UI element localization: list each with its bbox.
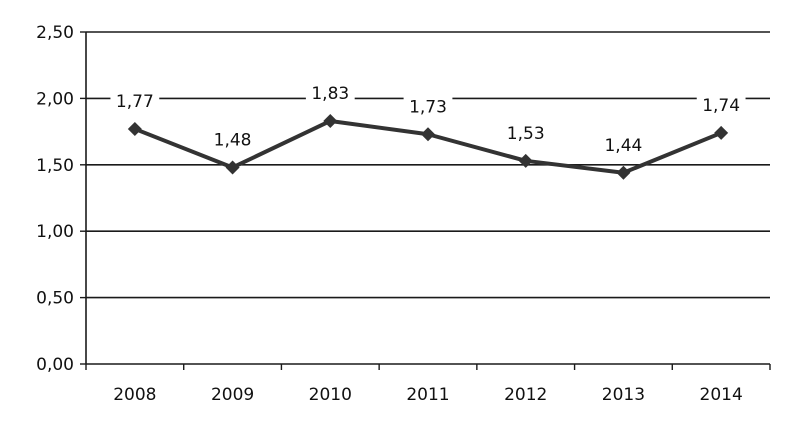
y-axis-ticks: 0,00 0,50 1,00 1,50 2,00 2,50 bbox=[36, 23, 86, 375]
data-point-2009 bbox=[225, 160, 240, 175]
y-tick-label-5: 2,50 bbox=[36, 23, 74, 43]
data-labels: 1,77 1,48 1,83 1,73 1,53 1,44 1,74 bbox=[110, 79, 746, 156]
data-label-bg-2010 bbox=[305, 79, 355, 104]
data-point-2011 bbox=[421, 127, 435, 142]
x-tick-label-2008: 2008 bbox=[113, 385, 156, 405]
axes bbox=[85, 32, 770, 365]
x-tick-label-2014: 2014 bbox=[700, 385, 743, 405]
x-tick-label-2011: 2011 bbox=[406, 385, 449, 405]
data-label-2011: 1,73 bbox=[409, 97, 447, 117]
data-point-2008 bbox=[127, 121, 142, 136]
y-tick-label-4: 2,00 bbox=[36, 89, 74, 109]
data-label-bg-2014 bbox=[696, 91, 746, 116]
x-tick-label-2010: 2010 bbox=[309, 385, 352, 405]
x-tick-label-2012: 2012 bbox=[504, 385, 547, 405]
data-point-2012 bbox=[518, 153, 533, 168]
data-label-bg-2008 bbox=[110, 87, 160, 112]
x-tick-label-2009: 2009 bbox=[211, 385, 254, 405]
data-point-2010 bbox=[323, 113, 338, 128]
data-point-2014 bbox=[714, 125, 729, 140]
series-line-group bbox=[127, 113, 729, 180]
data-label-2014: 1,74 bbox=[702, 96, 740, 116]
data-label-2012: 1,53 bbox=[507, 124, 545, 144]
y-tick-label-1: 0,50 bbox=[36, 289, 74, 309]
y-tick-label-2: 1,00 bbox=[36, 222, 74, 242]
data-label-2013: 1,44 bbox=[604, 136, 642, 156]
y-tick-label-0: 0,00 bbox=[36, 355, 74, 375]
data-label-bg-2011 bbox=[403, 93, 453, 118]
data-label-2009: 1,48 bbox=[214, 130, 252, 150]
data-point-2013 bbox=[616, 165, 631, 180]
gridlines bbox=[86, 31, 770, 299]
y-tick-label-3: 1,50 bbox=[36, 156, 74, 176]
data-label-2010: 1,83 bbox=[311, 84, 349, 104]
x-tick-label-2013: 2013 bbox=[602, 385, 645, 405]
data-label-2008: 1,77 bbox=[116, 92, 154, 112]
x-axis-ticks: 2008 2009 2010 2011 2012 2013 2014 bbox=[85, 364, 771, 405]
